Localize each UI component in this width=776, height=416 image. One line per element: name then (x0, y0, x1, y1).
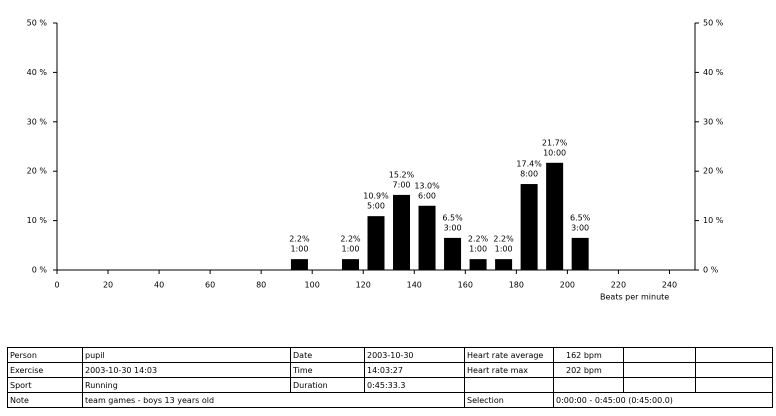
duration-label: 3:00 (571, 223, 589, 232)
value-label: 2.2% (340, 235, 361, 244)
cell: Date (290, 347, 365, 363)
y2-tick-label: 50 % (703, 19, 724, 28)
duration-label: 10:00 (543, 148, 566, 157)
chart: Beats per minute 0 % 0 % 10 % 10 % 20 % 20 % 3… (27, 19, 724, 302)
y2-tick-label: 0 % (703, 266, 719, 275)
y2-tick-label: 40 % (703, 68, 724, 77)
cell: Selection (464, 392, 554, 408)
cell (464, 377, 554, 393)
cell: 0:00:00 - 0:45:00 (0:45:00.0) (553, 392, 773, 408)
bar (495, 259, 513, 270)
duration-label: 7:00 (393, 180, 411, 189)
cell (623, 377, 696, 393)
y2-tick-label: 30 % (703, 117, 724, 126)
x-tick-label: 220 (611, 281, 626, 290)
row: Exercise 2003-10-30 14:03 Time 14:03:27 … (7, 362, 773, 378)
bar (341, 259, 359, 270)
x-tick-label: 200 (560, 281, 575, 290)
y-tick-label: 40 % (27, 68, 48, 77)
cell: Sport (7, 377, 83, 393)
cell: Note (7, 392, 83, 408)
cell: 162 bpm (553, 347, 624, 363)
bar (444, 237, 462, 270)
value-label: 2.2% (493, 235, 514, 244)
x-tick-label: 240 (662, 281, 677, 290)
x-tick-label: 180 (509, 281, 524, 290)
cell: Person (7, 347, 83, 363)
y-tick-label: 50 % (27, 19, 48, 28)
cell (623, 347, 696, 363)
y2-tick-label: 20 % (703, 167, 724, 176)
duration-label: 1:00 (290, 245, 308, 254)
bar (546, 162, 564, 270)
x-tick-label: 40 (154, 281, 164, 290)
cell: Running (82, 377, 291, 393)
y-tick-label: 10 % (27, 216, 48, 225)
bar (418, 205, 436, 270)
duration-label: 1:00 (469, 245, 487, 254)
duration-label: 1:00 (495, 245, 513, 254)
bar (290, 259, 308, 270)
x-tick-label: 160 (458, 281, 473, 290)
row: Note team games - boys 13 years old Sele… (7, 392, 773, 408)
cell: team games - boys 13 years old (82, 392, 465, 408)
duration-label: 6:00 (418, 191, 436, 200)
value-label: 6.5% (570, 213, 591, 222)
x-tick-label: 140 (407, 281, 422, 290)
y-tick-label: 0 % (32, 266, 48, 275)
row: Person pupil Date 2003-10-30 Heart rate … (7, 347, 773, 363)
y2-tick-label: 10 % (703, 216, 724, 225)
cell: pupil (82, 347, 291, 363)
x-tick-label: 0 (54, 281, 59, 290)
bar (469, 259, 487, 270)
cell: 14:03:27 (364, 362, 465, 378)
value-label: 2.2% (289, 235, 310, 244)
cell: Heart rate max (464, 362, 554, 378)
y-tick-label: 20 % (27, 167, 48, 176)
value-label: 21.7% (542, 138, 568, 147)
value-label: 6.5% (442, 213, 463, 222)
cell: Time (290, 362, 365, 378)
row: Sport Running Duration 0:45:33.3 (7, 377, 773, 393)
x-tick-label: 120 (356, 281, 371, 290)
x-tick-label: 60 (205, 281, 215, 290)
y-tick-label: 30 % (27, 117, 48, 126)
cell: 2003-10-30 (364, 347, 465, 363)
cell (695, 362, 773, 378)
cell: 0:45:33.3 (364, 377, 465, 393)
duration-label: 8:00 (520, 170, 538, 179)
duration-label: 3:00 (444, 223, 462, 232)
info-table: Person pupil Date 2003-10-30 Heart rate … (7, 347, 773, 408)
bar (393, 194, 411, 270)
cell: 202 bpm (553, 362, 624, 378)
bar (520, 184, 538, 270)
cell (623, 362, 696, 378)
x-tick-label: 20 (103, 281, 113, 290)
cell (695, 347, 773, 363)
value-label: 10.9% (363, 192, 389, 201)
bar (571, 237, 589, 270)
cell: 2003-10-30 14:03 (82, 362, 291, 378)
cell (695, 377, 773, 393)
cell: Exercise (7, 362, 83, 378)
cell: Duration (290, 377, 365, 393)
bar (367, 216, 385, 270)
cell (553, 377, 624, 393)
value-label: 2.2% (468, 235, 489, 244)
x-tick-label: 80 (256, 281, 266, 290)
value-label: 15.2% (389, 170, 415, 179)
x-axis-label: Beats per minute (600, 293, 669, 302)
value-label: 13.0% (414, 181, 440, 190)
duration-label: 1:00 (341, 245, 359, 254)
cell: Heart rate average (464, 347, 554, 363)
duration-label: 5:00 (367, 202, 385, 211)
x-tick-label: 100 (305, 281, 320, 290)
value-label: 17.4% (516, 160, 542, 169)
